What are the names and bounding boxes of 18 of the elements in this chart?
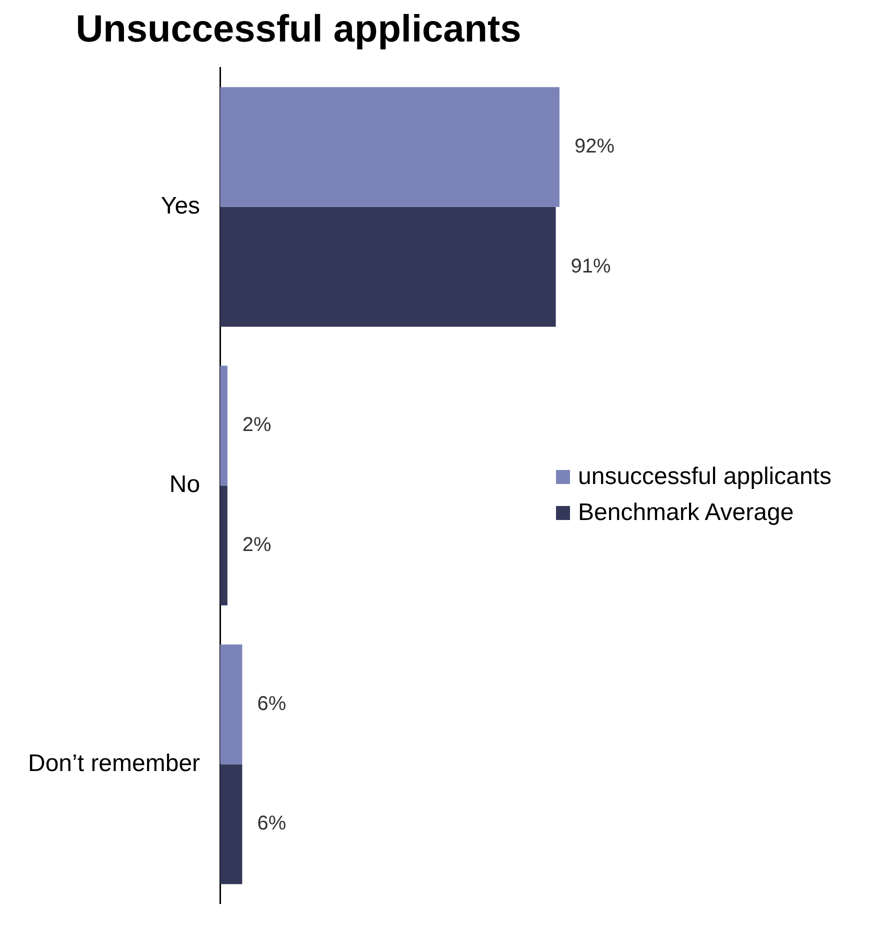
legend-label: Benchmark Average — [578, 499, 794, 527]
data-label: 6% — [257, 812, 286, 835]
bar — [220, 764, 242, 884]
data-label: 91% — [570, 255, 612, 278]
legend-label: unsuccessful applicants — [578, 463, 832, 491]
y-tick-label: No — [169, 471, 200, 498]
data-label: 92% — [574, 136, 615, 158]
bar — [220, 366, 228, 486]
bar — [220, 206, 556, 327]
y-tick-label: Yes — [160, 192, 200, 220]
chart-title: Unsuccessful applicants — [76, 8, 522, 50]
y-tick-label: Don’t remember — [28, 750, 200, 777]
data-label: 6% — [257, 692, 286, 715]
bar — [220, 486, 228, 606]
data-label: 2% — [242, 414, 272, 436]
data-label: 2% — [242, 534, 272, 556]
bar — [220, 644, 242, 764]
bar — [220, 87, 560, 207]
